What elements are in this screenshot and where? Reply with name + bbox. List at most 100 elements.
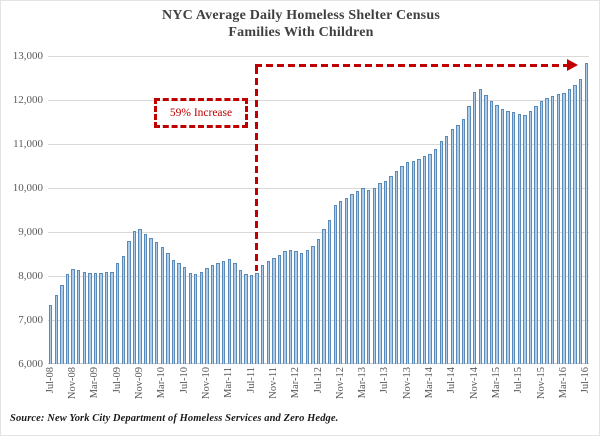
bar bbox=[283, 251, 287, 364]
bar bbox=[221, 260, 226, 364]
bar bbox=[517, 114, 521, 364]
bar bbox=[110, 271, 114, 364]
bar bbox=[210, 265, 215, 364]
gridline bbox=[48, 56, 589, 57]
bar bbox=[327, 219, 332, 364]
bar bbox=[82, 271, 86, 364]
y-tick-label: 10,000 bbox=[12, 182, 43, 194]
bar bbox=[389, 176, 393, 364]
bar bbox=[261, 265, 265, 364]
bar bbox=[143, 234, 148, 364]
bar bbox=[394, 170, 399, 364]
x-tick-label: Nov-12 bbox=[334, 367, 346, 400]
chart-title: NYC Average Daily Homeless Shelter Censu… bbox=[162, 8, 440, 23]
bar bbox=[54, 295, 59, 364]
bar bbox=[422, 155, 427, 364]
bar bbox=[478, 88, 482, 364]
x-tick-label: Nov-15 bbox=[535, 367, 547, 400]
x-tick-label: Mar-09 bbox=[89, 367, 101, 399]
bar bbox=[484, 95, 488, 364]
bar bbox=[305, 249, 310, 364]
bar bbox=[528, 111, 533, 364]
bar bbox=[439, 140, 443, 364]
bar bbox=[355, 191, 360, 364]
bar bbox=[199, 271, 204, 364]
x-tick-label: Mar-13 bbox=[357, 367, 369, 399]
bar bbox=[512, 111, 516, 364]
bar bbox=[562, 92, 566, 364]
x-tick-label: Jul-16 bbox=[580, 367, 592, 394]
bar bbox=[171, 260, 176, 364]
annotation-increase-label: 59% Increase bbox=[169, 107, 233, 119]
bar bbox=[99, 273, 103, 364]
bar bbox=[333, 204, 337, 364]
y-tick-label: 13,000 bbox=[12, 50, 43, 62]
bar bbox=[316, 239, 321, 364]
bar bbox=[255, 273, 259, 364]
bar bbox=[556, 94, 560, 364]
y-tick-label: 7,000 bbox=[18, 314, 43, 326]
bar bbox=[545, 97, 549, 364]
bar bbox=[456, 124, 460, 364]
bar bbox=[495, 104, 499, 364]
annotation-arrowhead-icon bbox=[567, 59, 578, 71]
bar bbox=[411, 160, 415, 364]
bar bbox=[155, 241, 159, 364]
bar bbox=[567, 89, 572, 364]
bar bbox=[71, 269, 75, 364]
bar bbox=[166, 253, 170, 364]
gridline bbox=[48, 188, 589, 189]
bar bbox=[88, 272, 92, 364]
x-tick-label: Mar-16 bbox=[557, 367, 569, 399]
x-tick-label: Jul-13 bbox=[379, 367, 391, 394]
bar bbox=[182, 266, 187, 364]
x-tick-label: Mar-11 bbox=[223, 367, 235, 398]
x-tick-label: Mar-12 bbox=[290, 367, 302, 399]
bar bbox=[445, 136, 449, 364]
x-tick-label: Jul-15 bbox=[513, 367, 525, 394]
bar bbox=[149, 238, 153, 364]
bar bbox=[116, 263, 120, 364]
bar bbox=[551, 96, 555, 364]
bar bbox=[93, 273, 98, 364]
x-tick-label: Jul-08 bbox=[44, 367, 56, 394]
bar bbox=[500, 108, 505, 364]
bar bbox=[539, 101, 544, 364]
bar bbox=[205, 268, 209, 364]
bar bbox=[127, 241, 131, 364]
x-tick-label: Jul-10 bbox=[178, 367, 190, 394]
x-tick-label: Nov-11 bbox=[267, 367, 279, 399]
bar bbox=[467, 105, 471, 364]
x-tick-label: Mar-10 bbox=[156, 367, 168, 399]
bar bbox=[417, 158, 421, 364]
bar bbox=[138, 229, 142, 364]
x-tick-label: Jul-14 bbox=[446, 367, 458, 394]
chart-title-block: NYC Average Daily Homeless Shelter Censu… bbox=[1, 7, 599, 41]
y-tick-label: 12,000 bbox=[12, 94, 43, 106]
bar bbox=[104, 272, 109, 364]
gridline bbox=[48, 144, 589, 145]
bar bbox=[188, 273, 192, 364]
gridline bbox=[48, 100, 589, 101]
bar bbox=[322, 229, 326, 364]
bar bbox=[383, 180, 388, 364]
bar bbox=[277, 255, 282, 364]
y-tick-label: 9,000 bbox=[18, 226, 43, 238]
bar bbox=[450, 129, 455, 364]
annotation-dashed-line-horizontal bbox=[255, 64, 569, 67]
plot-area bbox=[48, 56, 589, 364]
bar bbox=[249, 275, 254, 364]
x-axis-labels: Jul-08 Nov-08 Mar-09 Jul-09 Nov-09 Mar-10 Jul-… bbox=[44, 364, 592, 414]
bar bbox=[344, 197, 349, 364]
bar bbox=[65, 274, 70, 364]
gridline bbox=[48, 232, 589, 233]
bar bbox=[300, 252, 304, 364]
source-note: Source: New York City Department of Home… bbox=[10, 413, 339, 424]
bar bbox=[76, 269, 81, 364]
bar bbox=[266, 261, 270, 364]
y-tick-label: 11,000 bbox=[13, 138, 43, 150]
x-tick-label: Jul-09 bbox=[111, 367, 123, 394]
bar bbox=[339, 201, 343, 364]
bar bbox=[506, 110, 510, 364]
